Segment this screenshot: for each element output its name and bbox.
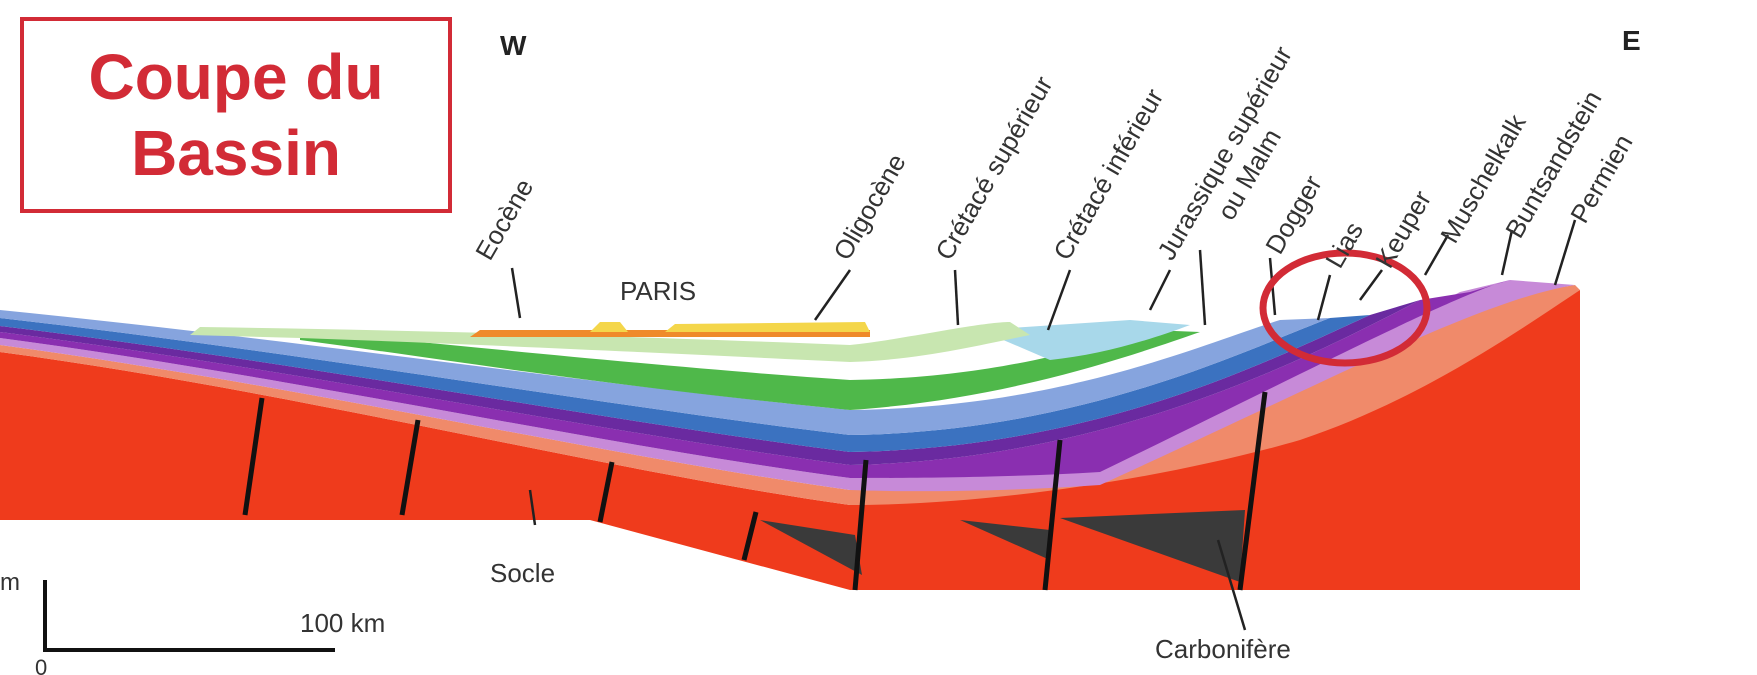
dogger-layer [0,315,1370,452]
title-line-1: Coupe du [88,41,384,113]
carbonifere-wedge-3 [1060,510,1245,582]
scale-distance-label: 100 km [300,608,385,638]
title-line-2: Bassin [131,117,341,189]
faults [242,391,1268,591]
carbonifere-wedge-2 [960,520,1050,560]
highlight-circle [1259,249,1431,367]
permien-layer [0,285,1580,505]
oligocene-layer-1 [590,322,628,332]
scale-origin: 0 [35,655,47,675]
oligocene-label: Oligocène [827,149,912,265]
cretace-inferieur-layer [300,330,1200,410]
eocene-label: Eocène [469,174,539,265]
trias-light-layer [0,280,1575,492]
cretace-superieur-layer [190,322,1030,362]
east-label: E [1622,25,1641,56]
cretace-inferieur-label: Crétacé inférieur [1047,83,1169,265]
paris-label: PARIS [620,276,696,306]
lias-label: Lias [1319,217,1369,273]
title-box: Coupe du Bassin [20,17,452,213]
label-arrows [510,219,1577,631]
west-label: W [500,30,527,61]
trias-violet-layer [0,280,1510,478]
cretace-superieur-edge [980,320,1190,360]
socle-label: Socle [490,558,555,588]
keuper-label: Keuper [1369,185,1437,273]
cretace-superieur-label: Crétacé supérieur [929,71,1058,265]
oligocene-layer-2 [665,322,870,332]
scale-depth-unit: m [0,569,20,596]
carbonifere-wedge-1 [760,520,862,575]
malm-layer [0,310,1330,435]
carbonifere-label: Carbonifère [1155,634,1291,664]
dogger-label: Dogger [1259,170,1328,259]
scale-bar: m 0 100 km [0,569,385,675]
